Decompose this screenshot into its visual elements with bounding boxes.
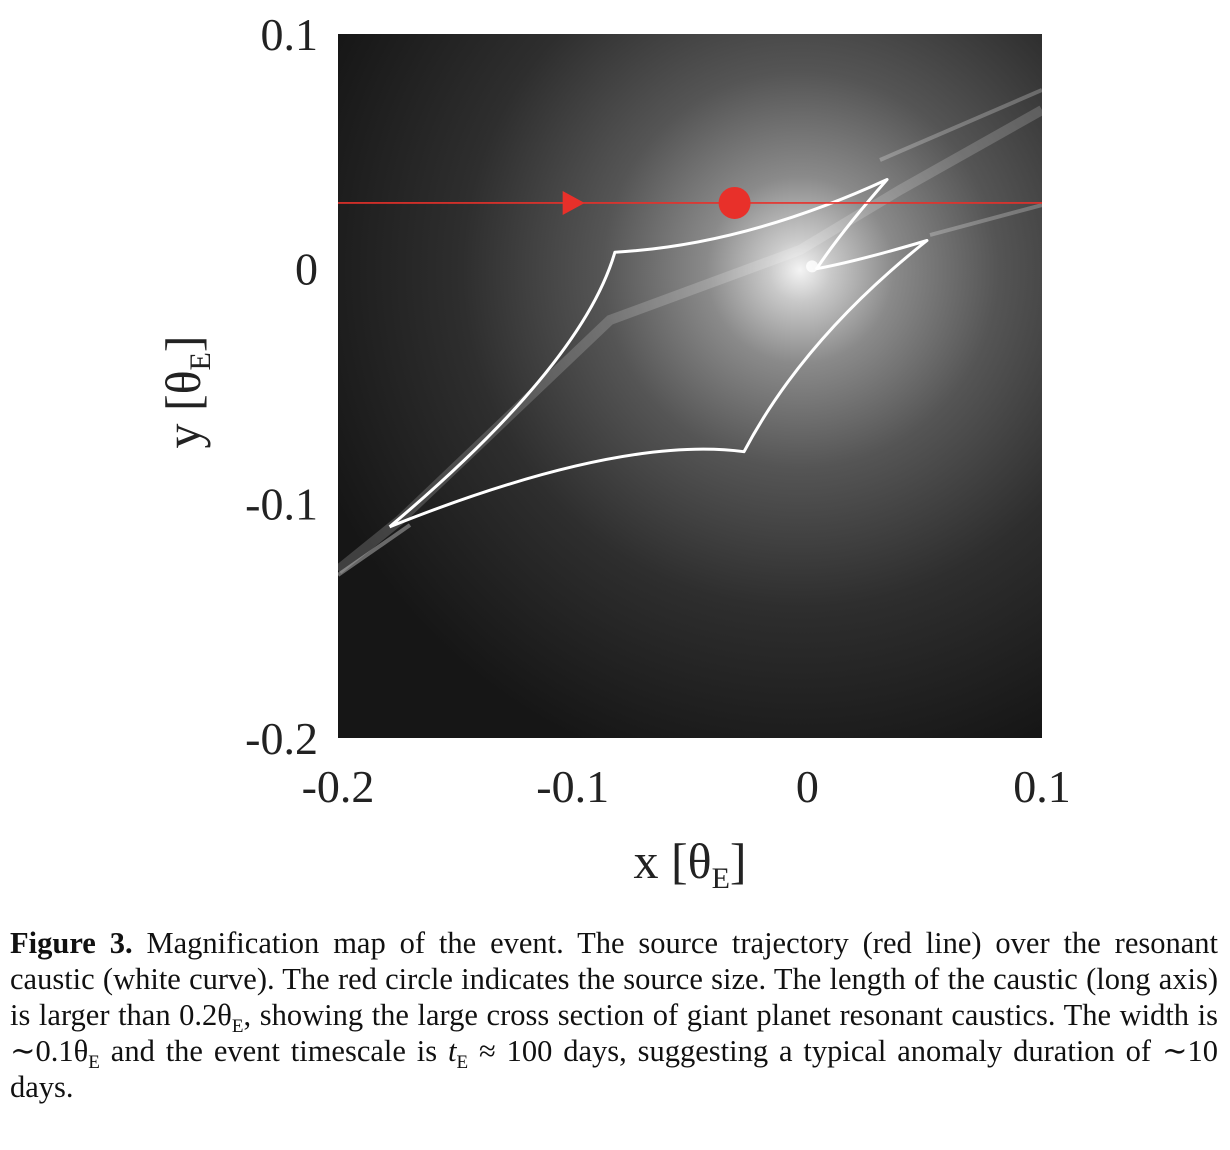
magnification-map-chart: -0.2 -0.1 0 0.1 0.1 0 -0.1 -0.2 x [θE] y [θE] [155,9,1071,895]
caption-sub-2: E [88,1052,100,1074]
magnification-peak [806,260,819,273]
caption-text-4: ≈ 100 days, suggesting a typical anomaly… [10,1034,1219,1104]
x-tick-label: 0 [796,761,819,812]
x-tick-labels: -0.2 -0.1 0 0.1 [302,761,1071,812]
caption-text-1: Magnification map of the event. The sour… [10,926,1218,1032]
x-tick-label: -0.2 [302,761,375,812]
y-tick-label: 0 [295,244,318,295]
caption-sub-1: E [231,1016,244,1038]
caption-text-3: and the event timescale is [99,1034,449,1068]
y-tick-label: -0.1 [245,478,318,529]
y-tick-label: 0.1 [261,9,319,60]
x-axis-label: x [θE] [633,833,746,895]
source-circle [718,186,751,219]
plot-background [338,34,1042,738]
caption-t-symbol: t [448,1034,457,1068]
y-tick-label: -0.2 [245,713,318,764]
caption-text-2: , showing the large cross section of gia… [10,998,1218,1068]
x-tick-label: -0.1 [536,761,609,812]
trajectory-group [338,186,1042,219]
y-tick-labels: 0.1 0 -0.1 -0.2 [245,9,318,764]
figure-caption: Figure 3. Magnification map of the event… [10,925,1218,1105]
caustic-band [338,88,1042,577]
y-axis-label: y [θE] [155,335,217,448]
trajectory-arrow-icon [562,190,585,215]
caption-sub-3: E [456,1052,469,1074]
caustic-group [388,178,929,529]
figure: -0.2 -0.1 0 0.1 0.1 0 -0.1 -0.2 x [θE] y [θE] [155,9,1071,895]
x-tick-label: 0.1 [1013,761,1071,812]
caption-label: Figure 3. [10,926,133,960]
